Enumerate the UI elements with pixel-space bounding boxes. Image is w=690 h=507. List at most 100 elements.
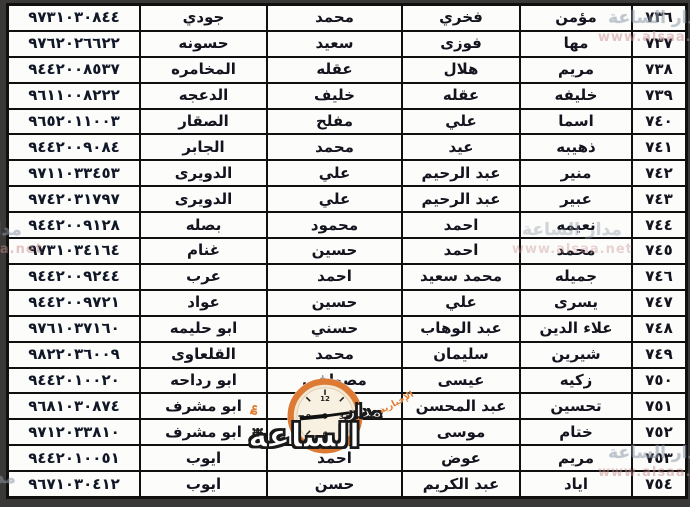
cell-row-number: ٧٥١: [633, 394, 685, 419]
cell-father-name: عبد الكريم: [403, 472, 519, 496]
cell-first-name: زكيه: [521, 368, 631, 393]
cell-father-name: علي: [403, 109, 519, 134]
cell-father-name: سليمان: [403, 342, 519, 367]
cell-first-name: منير: [521, 161, 631, 186]
cell-grandfather-name: حسين: [268, 239, 401, 263]
cell-father-name: عبد الرحيم: [403, 161, 519, 186]
cell-phone-number: ٩٧٣١٠٣٤١٦٤: [9, 239, 139, 263]
cell-grandfather-name: احمد: [268, 446, 401, 471]
cell-phone-number: ٩٤٤٢٠١٠٠٥١: [9, 446, 139, 471]
cell-first-name: اياد: [521, 472, 631, 496]
cell-row-number: ٧٤٧: [633, 290, 685, 315]
cell-father-name: عيسى: [403, 368, 519, 393]
cell-family-name: ابو مشرف: [141, 394, 266, 419]
cell-father-name: عبد المحسن: [403, 394, 519, 419]
cell-phone-number: ٩٧٤٢٠٣١٧٩٧: [9, 187, 139, 212]
cell-row-number: ٧٣٧: [633, 31, 685, 56]
cell-first-name: جميله: [521, 264, 631, 289]
cell-grandfather-name: حسني: [268, 316, 401, 341]
cell-family-name: القلعاوى: [141, 342, 266, 367]
cell-row-number: ٧٤٣: [633, 187, 685, 212]
cell-grandfather-name: عقله: [268, 57, 401, 82]
cell-row-number: ٧٣٩: [633, 83, 685, 108]
cell-family-name: ابو مشرف: [141, 420, 266, 445]
cell-father-name: احمد: [403, 213, 519, 238]
cell-first-name: محمد: [521, 239, 631, 263]
cell-father-name: عبد الرحيم: [403, 187, 519, 212]
cell-first-name: تحسين: [521, 394, 631, 419]
cell-family-name: عواد: [141, 290, 266, 315]
cell-phone-number: ٩٤٤٢٠٠٩٠٨٤: [9, 135, 139, 160]
cell-father-name: محمد سعيد: [403, 264, 519, 289]
cell-family-name: ايوب: [141, 472, 266, 496]
cell-first-name: مؤمن: [521, 6, 631, 30]
cell-father-name: عوض: [403, 446, 519, 471]
cell-phone-number: ٩٤٤٢٠٠٩٢٤٤: [9, 264, 139, 289]
cell-first-name: مريم: [521, 57, 631, 82]
cell-row-number: ٧٤٢: [633, 161, 685, 186]
cell-phone-number: ٩٦٧١٠٣٠٤١٢: [9, 472, 139, 496]
cell-row-number: ٧٥٢: [633, 420, 685, 445]
cell-row-number: ٧٤٨: [633, 316, 685, 341]
cell-row-number: ٧٣٨: [633, 57, 685, 82]
cell-first-name: خليفه: [521, 83, 631, 108]
cell-row-number: ٧٤٥: [633, 239, 685, 263]
cell-phone-number: ٩٨٢٢٠٣٦٠٠٩: [9, 342, 139, 367]
roster-table: ٩٧٣١٠٣٠٨٤٤ جودي محمد فخري مؤمن ٧٣٦ ٩٧٦٢٠…: [6, 3, 688, 499]
cell-grandfather-name: مصطفى: [268, 368, 401, 393]
cell-phone-number: ٩٧١٢٠٣٣٨١٠: [9, 420, 139, 445]
cell-phone-number: ٩٧٦٢٠٢٦٦٢٢: [9, 31, 139, 56]
cell-first-name: علاء الدين: [521, 316, 631, 341]
cell-grandfather-name: [268, 420, 401, 445]
cell-grandfather-name: احمد: [268, 264, 401, 289]
cell-father-name: احمد: [403, 239, 519, 263]
cell-phone-number: ٩٤٤٢٠٠٨٥٣٧: [9, 57, 139, 82]
cell-row-number: ٧٥٣: [633, 446, 685, 471]
cell-grandfather-name: محمد: [268, 6, 401, 30]
cell-grandfather-name: سعيد: [268, 31, 401, 56]
cell-phone-number: ٩٧١١٠٣٣٤٥٣: [9, 161, 139, 186]
cell-family-name: عرب: [141, 264, 266, 289]
cell-row-number: ٧٣٦: [633, 6, 685, 30]
cell-row-number: ٧٥٤: [633, 472, 685, 496]
cell-phone-number: ٩٦٨١٠٣٠٨٧٤: [9, 394, 139, 419]
cell-family-name: الصقار: [141, 109, 266, 134]
cell-family-name: جودي: [141, 6, 266, 30]
cell-first-name: مها: [521, 31, 631, 56]
cell-father-name: فوزى: [403, 31, 519, 56]
cell-father-name: موسى: [403, 420, 519, 445]
cell-grandfather-name: محمد: [268, 135, 401, 160]
cell-father-name: عقله: [403, 83, 519, 108]
cell-row-number: ٧٤٩: [633, 342, 685, 367]
cell-first-name: ختام: [521, 420, 631, 445]
cell-first-name: ذهيبه: [521, 135, 631, 160]
cell-grandfather-name: علي: [268, 187, 401, 212]
cell-phone-number: ٩٧٦١٠٣٧١٦٠: [9, 316, 139, 341]
cell-row-number: ٧٤١: [633, 135, 685, 160]
cell-family-name: الدويرى: [141, 187, 266, 212]
cell-father-name: علي: [403, 290, 519, 315]
cell-phone-number: ٩٤٤٢٠١٠٠٢٠: [9, 368, 139, 393]
cell-row-number: ٧٤٤: [633, 213, 685, 238]
cell-phone-number: ٩٤٤٢٠٠٩٧٢١: [9, 290, 139, 315]
cell-father-name: هلال: [403, 57, 519, 82]
cell-family-name: ابو حليمه: [141, 316, 266, 341]
cell-family-name: ابو رداحه: [141, 368, 266, 393]
cell-phone-number: ٩٦١١٠٠٨٢٢٢: [9, 83, 139, 108]
cell-first-name: يسرى: [521, 290, 631, 315]
cell-row-number: ٧٥٠: [633, 368, 685, 393]
cell-grandfather-name: مفلح: [268, 109, 401, 134]
cell-family-name: حسونه: [141, 31, 266, 56]
cell-grandfather-name: [268, 394, 401, 419]
cell-grandfather-name: محمد: [268, 342, 401, 367]
cell-phone-number: ٩٤٤٢٠٠٩١٢٨: [9, 213, 139, 238]
cell-grandfather-name: محمود: [268, 213, 401, 238]
cell-first-name: نعيمه: [521, 213, 631, 238]
cell-family-name: المخامره: [141, 57, 266, 82]
cell-first-name: عبير: [521, 187, 631, 212]
cell-first-name: اسما: [521, 109, 631, 134]
cell-phone-number: ٩٧٣١٠٣٠٨٤٤: [9, 6, 139, 30]
cell-phone-number: ٩٦٥٢٠١١٠٠٣: [9, 109, 139, 134]
cell-family-name: الدويرى: [141, 161, 266, 186]
